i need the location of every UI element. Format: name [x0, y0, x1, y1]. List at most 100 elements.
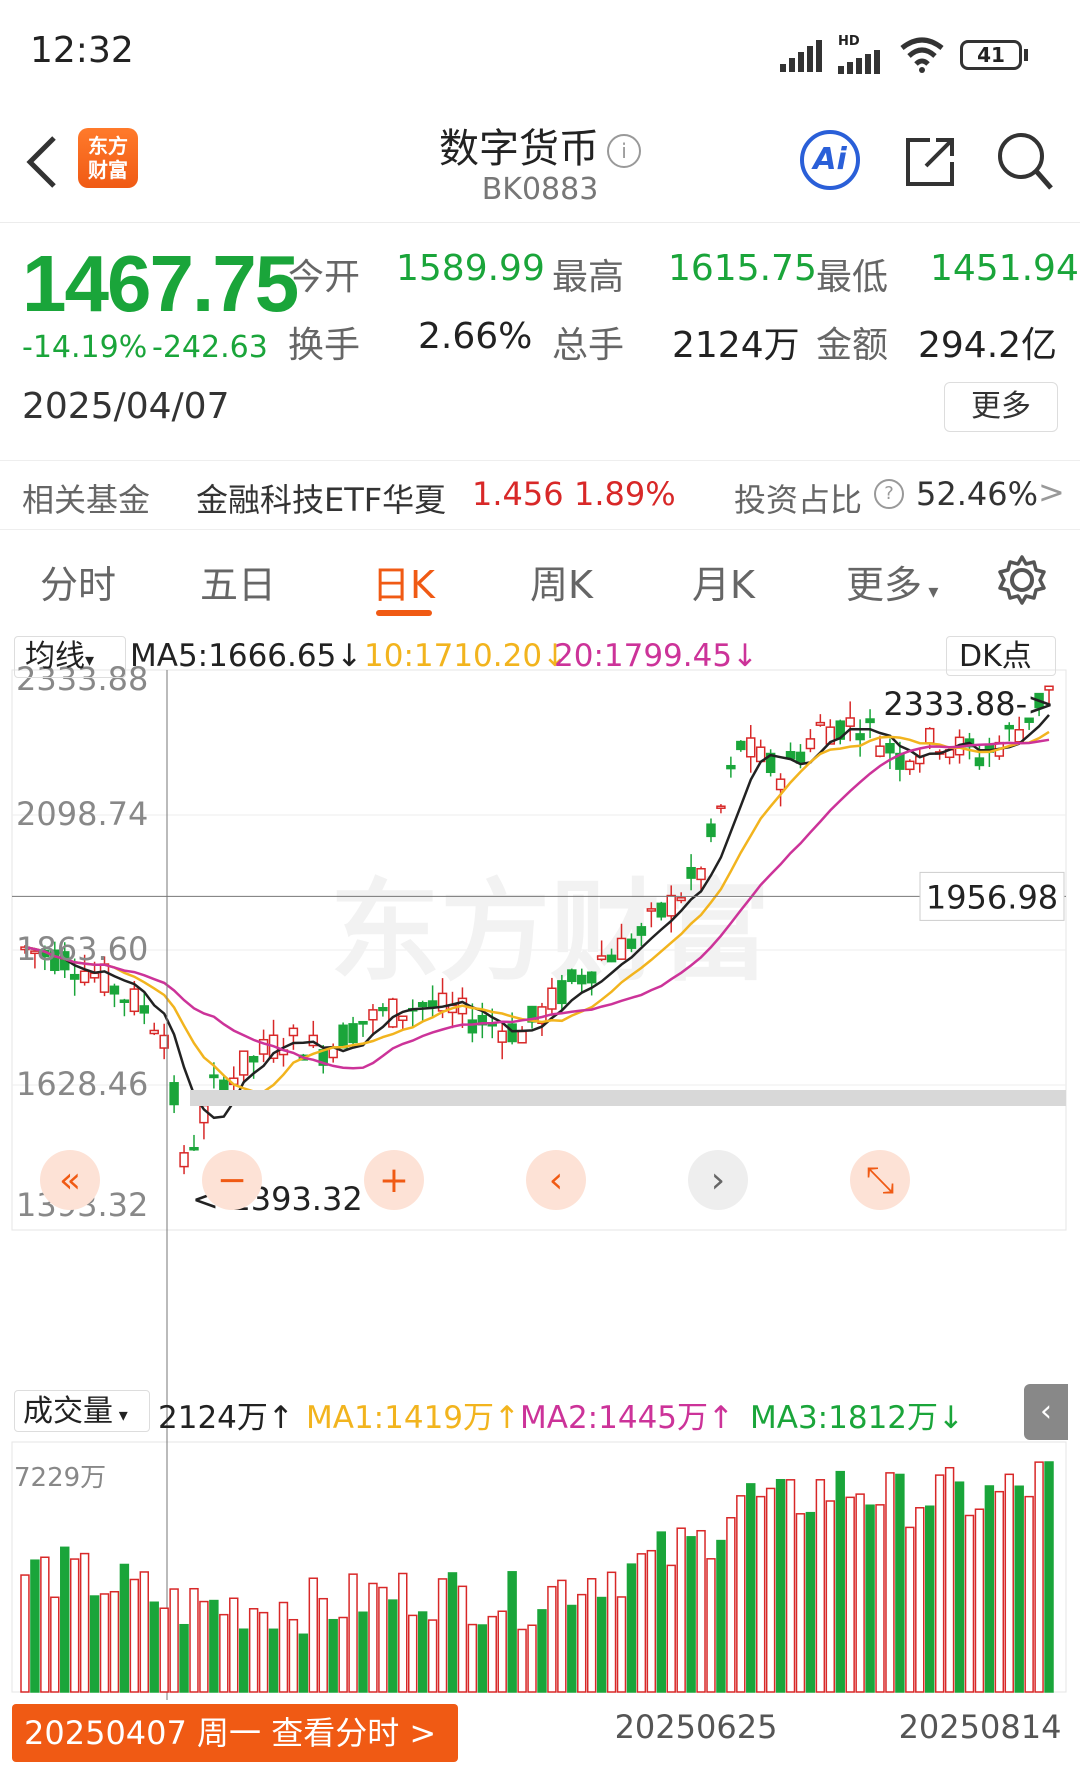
view-intraday-button[interactable]: 20250407 周一 查看分时 >	[12, 1704, 458, 1762]
tab-five-day[interactable]: 五日	[200, 563, 277, 607]
candle-body	[338, 1024, 348, 1049]
volume-bar	[577, 1593, 587, 1693]
volume-bar	[905, 1526, 915, 1693]
candle-body	[159, 1034, 169, 1049]
period-tabs: 分时 五日 日K 周K 月K 更多 ▾	[0, 540, 1080, 620]
candle-body	[746, 737, 756, 758]
volume-bar	[368, 1582, 378, 1693]
volume-bar	[258, 1611, 269, 1693]
candle-body	[815, 721, 826, 726]
candle-body	[865, 718, 875, 724]
candle-body	[925, 727, 935, 744]
volume-bar	[159, 1607, 169, 1693]
candle-body	[676, 897, 686, 902]
ma10-value: 10:1710.20↓	[364, 638, 569, 674]
settings-gear-icon[interactable]	[996, 554, 1048, 606]
volume-bar	[238, 1628, 249, 1693]
ratio-label: 投资占比	[734, 481, 863, 519]
volume-bar	[467, 1623, 478, 1693]
volume-bar	[318, 1597, 328, 1693]
tab-more[interactable]: 更多 ▾	[846, 563, 939, 607]
tab-monthly-k[interactable]: 月K	[692, 563, 755, 607]
volume-bar	[676, 1527, 686, 1693]
ai-icon[interactable]: Ai	[800, 130, 860, 190]
candle-body	[368, 1009, 378, 1021]
volume-bar	[417, 1611, 428, 1693]
collapse-panel-button[interactable]: ‹	[1024, 1384, 1068, 1440]
tab-intraday[interactable]: 分时	[40, 563, 117, 607]
amount-value: 294.2亿	[918, 325, 1058, 366]
open-value: 1589.99	[396, 248, 545, 289]
candle-body	[169, 1082, 179, 1106]
candle-body	[378, 1006, 388, 1012]
app-header: 东方 财富 数字货币 i BK0883 Ai	[0, 100, 1080, 223]
highlight-band	[190, 1090, 1066, 1106]
dk-point-toggle[interactable]: DK点	[946, 636, 1056, 676]
volume-bar	[408, 1614, 418, 1693]
volume-bar	[1014, 1485, 1024, 1693]
svg-text:›: ›	[711, 1160, 725, 1201]
price-axis-label: 2098.74	[16, 795, 148, 833]
pan-right-button[interactable]: ›	[688, 1150, 748, 1210]
volume-bar	[964, 1514, 975, 1693]
ma20-line	[24, 738, 1050, 1070]
price-axis-label: 1628.46	[16, 1065, 148, 1103]
zoom-in-button[interactable]: +	[364, 1150, 424, 1210]
more-button[interactable]: 更多	[944, 382, 1058, 432]
volume-bar	[805, 1511, 816, 1693]
volume-bar	[378, 1586, 388, 1693]
volume-bar	[795, 1513, 806, 1693]
help-icon[interactable]: ?	[874, 479, 904, 509]
candle-body	[417, 1002, 428, 1008]
volume-bars-group	[20, 1461, 1054, 1693]
volume-bar	[656, 1531, 666, 1693]
fund-price: 1.456	[472, 475, 564, 513]
active-tab-indicator	[376, 610, 432, 616]
vol-ma1: MA1:1419万↑	[306, 1400, 520, 1436]
search-icon[interactable]	[995, 130, 1055, 194]
fund-name[interactable]: 金融科技ETF华夏	[196, 481, 447, 519]
volume-bar	[348, 1573, 358, 1693]
tab-daily-k[interactable]: 日K	[372, 563, 435, 607]
volume-bar	[358, 1611, 368, 1693]
volume-bar	[736, 1495, 746, 1693]
volume-bar	[89, 1595, 100, 1693]
volume-bar	[755, 1495, 766, 1693]
candle-body	[557, 980, 567, 1005]
fund-pct: 1.89%	[574, 475, 676, 513]
candle-body	[527, 1005, 537, 1023]
volume-bar	[706, 1558, 716, 1693]
zoom-out-button[interactable]: −	[202, 1150, 262, 1210]
volume-bar	[586, 1578, 597, 1693]
price-axis-label: 2333.88	[16, 660, 148, 698]
low-label: 最低	[816, 257, 889, 298]
vol-ma2: MA2:1445万↑	[520, 1400, 734, 1436]
info-icon: i	[607, 134, 641, 168]
volume-bar	[497, 1610, 507, 1693]
turnover-label: 换手	[288, 325, 361, 366]
fullscreen-button[interactable]: ⤡	[850, 1150, 910, 1210]
svg-text:+: +	[379, 1160, 409, 1201]
ma-selector[interactable]: 均线▾	[14, 636, 126, 678]
zoom-out-fast-button[interactable]: «	[40, 1150, 100, 1210]
candle-body	[119, 999, 130, 1003]
volume-current: 2124万↑	[158, 1400, 294, 1436]
share-icon[interactable]	[900, 132, 960, 192]
related-fund-row[interactable]: 相关基金 金融科技ETF华夏 1.456 1.89% 投资占比 ? 52.46%…	[0, 460, 1080, 530]
svg-text:−: −	[217, 1160, 247, 1201]
app-logo: 东方 财富	[78, 128, 138, 188]
back-arrow-icon[interactable]	[22, 134, 62, 190]
kline-chart[interactable]: 东方财富 1956.98 2333.88 2098.74 1863.60 1628.46 1…	[0, 620, 1080, 1782]
page-title: 数字货币 i	[0, 116, 1080, 174]
candle-body	[547, 987, 557, 1010]
pan-left-button[interactable]: ‹	[526, 1150, 586, 1210]
volume-bar	[1004, 1473, 1014, 1693]
volume-bar	[398, 1572, 408, 1693]
network-label: HD	[838, 34, 860, 49]
volume-bar	[278, 1601, 289, 1693]
volume-bar	[974, 1508, 985, 1693]
tab-weekly-k[interactable]: 周K	[530, 563, 593, 607]
volume-selector[interactable]: 成交量 ▾	[14, 1390, 150, 1432]
volume-bar	[50, 1596, 60, 1693]
volume-bar	[1044, 1461, 1054, 1693]
